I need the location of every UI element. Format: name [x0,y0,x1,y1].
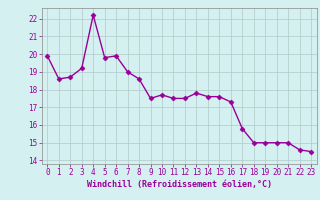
X-axis label: Windchill (Refroidissement éolien,°C): Windchill (Refroidissement éolien,°C) [87,180,272,189]
